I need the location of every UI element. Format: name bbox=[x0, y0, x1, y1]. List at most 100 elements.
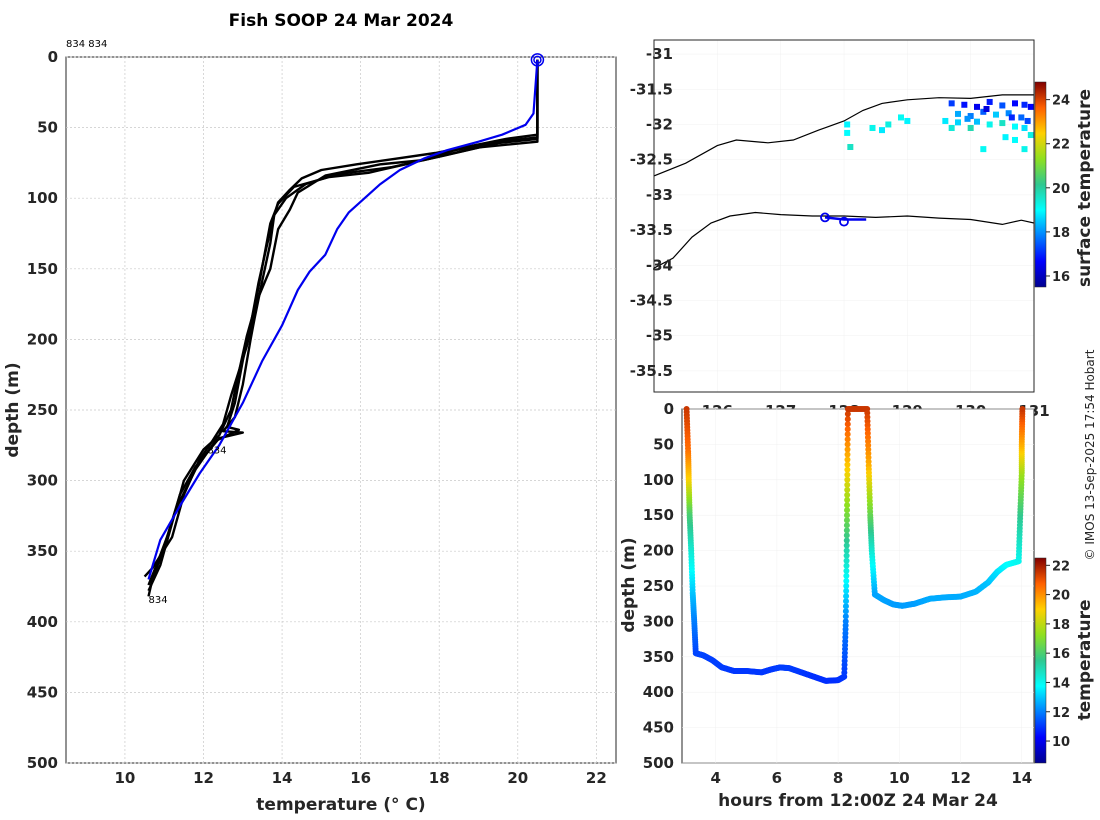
section-x-axis-label: hours from 12:00Z 24 Mar 24 bbox=[718, 791, 998, 811]
section-point bbox=[843, 567, 850, 574]
ship-track-marker bbox=[839, 216, 849, 227]
sst-pixel bbox=[948, 125, 955, 131]
x-tick-label: 16 bbox=[350, 769, 371, 787]
map-y-ticks: -31 -31.5 -32 -32.5 -33 -33.5 -34 -34.5 -35 -35.5 bbox=[630, 45, 673, 380]
y-tick-label: 50 bbox=[37, 119, 58, 137]
temp-colorbar-tick-label: 14 bbox=[1052, 676, 1070, 691]
section-x-tick-label: 4 bbox=[710, 769, 720, 787]
sst-pixel bbox=[955, 110, 961, 117]
section-point bbox=[844, 476, 851, 483]
surface-marker-outer bbox=[530, 53, 545, 67]
section-point bbox=[844, 431, 851, 438]
map-y-tick-label: -31.5 bbox=[630, 80, 673, 98]
section-point bbox=[844, 416, 851, 423]
section-point bbox=[843, 557, 850, 564]
section-point bbox=[844, 486, 851, 493]
section-x-tick-label: 12 bbox=[950, 769, 971, 787]
map-content bbox=[654, 94, 1034, 269]
sst-pixel bbox=[980, 108, 987, 115]
series-line-mean bbox=[147, 59, 539, 580]
section-point bbox=[843, 572, 850, 579]
section-y-tick-label: 200 bbox=[643, 542, 674, 560]
series-line-cast-3 bbox=[143, 59, 539, 578]
map-y-tick-label: -32.5 bbox=[630, 151, 673, 169]
sst-pixel bbox=[1002, 134, 1009, 141]
y-tick-label: 450 bbox=[27, 683, 58, 701]
section-y-tick-label: 100 bbox=[643, 471, 674, 489]
y-tick-label: 250 bbox=[27, 401, 58, 419]
sst-pixel bbox=[942, 117, 949, 124]
y-tick-label: 500 bbox=[27, 754, 58, 772]
sst-pixel bbox=[1027, 132, 1034, 139]
credit-text: © IMOS 13-Sep-2025 17:54 Hobart bbox=[1083, 349, 1097, 560]
coast-north-line bbox=[654, 94, 1034, 177]
sst-pixel bbox=[1012, 123, 1018, 130]
section-y-tick-label: 300 bbox=[643, 612, 674, 630]
section-point bbox=[843, 552, 850, 559]
sst-pixel bbox=[1021, 101, 1028, 108]
map-y-tick-label: -34 bbox=[646, 256, 673, 274]
ship-track-line bbox=[824, 216, 867, 221]
sst-colorbar-tick-label: 24 bbox=[1052, 94, 1070, 109]
profile-y-axis-label: depth (m) bbox=[3, 362, 23, 457]
temp-colorbar bbox=[1034, 557, 1047, 764]
sst-pixel bbox=[1012, 136, 1018, 143]
sst-pixel bbox=[967, 113, 974, 120]
map-y-tick-label: -32 bbox=[646, 115, 673, 133]
sst-pixel bbox=[980, 146, 987, 153]
sst-pixel bbox=[1021, 125, 1028, 131]
surface-marker-inner bbox=[533, 55, 542, 65]
section-point bbox=[844, 456, 851, 463]
section-point bbox=[844, 502, 851, 509]
temp-colorbar-tick-label: 12 bbox=[1052, 706, 1070, 721]
y-tick-label: 100 bbox=[27, 189, 58, 207]
temp-colorbar-tick-label: 16 bbox=[1052, 647, 1070, 662]
sst-pixel bbox=[967, 125, 974, 131]
section-point bbox=[842, 618, 849, 625]
map-axes-box bbox=[653, 39, 1035, 393]
ship-track-marker bbox=[820, 212, 830, 223]
profile-panel: 10 12 14 16 18 20 22 0 50 100 150 200 250 300 350 400 4… bbox=[3, 11, 617, 815]
x-tick-label: 20 bbox=[507, 769, 528, 787]
map-y-tick-label: -35.5 bbox=[630, 362, 673, 380]
section-point bbox=[843, 512, 850, 519]
profile-annotations: 834 834 834 834 bbox=[66, 39, 227, 606]
sst-pixel bbox=[964, 115, 971, 122]
section-y-tick-label: 500 bbox=[643, 754, 674, 772]
sst-colorbar-tick-label: 22 bbox=[1052, 138, 1070, 153]
annotation-label: 834 834 bbox=[66, 39, 107, 50]
sst-pixel bbox=[974, 118, 980, 125]
y-tick-label: 0 bbox=[48, 48, 58, 66]
sst-colorbar-tick-label: 20 bbox=[1052, 182, 1070, 197]
sst-pixel bbox=[986, 121, 993, 128]
sst-pixel bbox=[1021, 146, 1028, 153]
section-points bbox=[683, 406, 1026, 684]
section-y-ticks: 0 50 100 150 200 250 300 350 400 450 500 bbox=[643, 400, 674, 772]
temp-colorbar-tick-label: 22 bbox=[1052, 559, 1070, 574]
x-tick-label: 10 bbox=[114, 769, 135, 787]
sst-pixel bbox=[948, 100, 955, 107]
profile-x-ticks: 10 12 14 16 18 20 22 bbox=[114, 769, 606, 787]
section-point bbox=[844, 466, 851, 473]
profile-series bbox=[143, 53, 545, 597]
section-point bbox=[843, 577, 850, 584]
sst-pixel bbox=[1012, 100, 1018, 107]
section-point bbox=[844, 421, 851, 428]
section-point bbox=[844, 507, 851, 514]
y-tick-label: 150 bbox=[27, 260, 58, 278]
sst-pixel bbox=[986, 98, 993, 105]
section-x-ticks: 4 6 8 10 12 14 bbox=[710, 769, 1032, 787]
section-y-tick-label: 50 bbox=[653, 435, 674, 453]
section-y-axis-label: depth (m) bbox=[619, 537, 639, 632]
section-point bbox=[843, 588, 850, 595]
y-tick-label: 300 bbox=[27, 472, 58, 490]
map-y-tick-label: -33 bbox=[646, 186, 673, 204]
sst-pixel bbox=[983, 105, 990, 112]
section-point bbox=[844, 426, 851, 433]
sst-colorbar-ticks: 16 18 20 22 24 bbox=[1046, 94, 1070, 285]
section-point bbox=[844, 441, 851, 448]
sst-pixel bbox=[955, 119, 961, 126]
section-point bbox=[844, 436, 851, 443]
sst-pixel bbox=[1005, 110, 1012, 117]
